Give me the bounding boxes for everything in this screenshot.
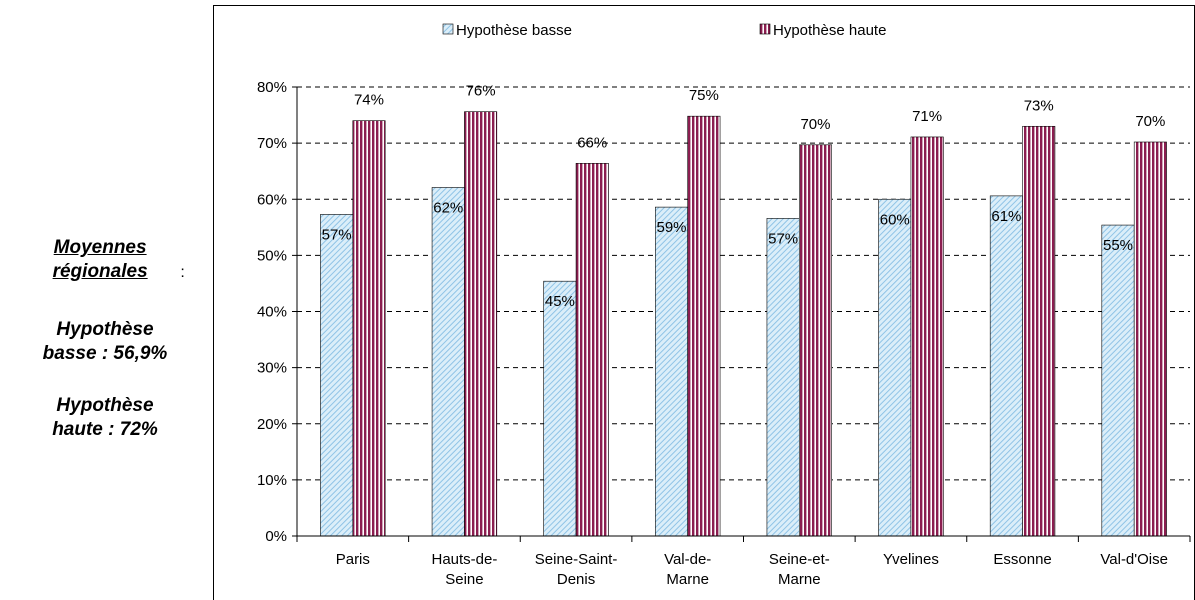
y-tick-label: 30% — [257, 360, 287, 377]
value-label: 57% — [322, 226, 352, 243]
bar — [687, 115, 721, 537]
x-tick-label: Seine-et-Marne — [769, 551, 830, 588]
bar — [1101, 224, 1135, 537]
value-label: 75% — [689, 87, 719, 104]
x-tick-label: Val-de-Marne — [664, 551, 711, 588]
value-label: 45% — [545, 293, 575, 310]
y-tick-label: 60% — [257, 191, 287, 208]
bar — [464, 111, 498, 537]
bar — [989, 195, 1023, 537]
legend-label: Hypothèse basse — [456, 22, 572, 39]
bar — [910, 136, 944, 537]
y-tick-label: 0% — [265, 528, 287, 545]
y-tick-label: 10% — [257, 472, 287, 489]
x-tick-label: Seine-Saint-Denis — [535, 551, 618, 588]
value-label: 71% — [912, 108, 942, 125]
heading-suffix: : — [180, 264, 185, 281]
value-label: 62% — [433, 199, 463, 216]
y-tick-label: 20% — [257, 416, 287, 433]
legend-swatch — [442, 23, 454, 35]
y-tick-label: 50% — [257, 247, 287, 264]
x-tick-label: Paris — [336, 551, 370, 568]
annotation-heading: Moyennes régionales : — [0, 236, 210, 285]
bar — [543, 280, 577, 537]
bar — [575, 163, 609, 537]
heading: Moyennes régionales — [52, 237, 148, 282]
value-label: 66% — [577, 134, 607, 151]
x-tick-label: Val-d'Oise — [1100, 551, 1168, 568]
bar — [1133, 141, 1167, 537]
bar — [799, 144, 832, 537]
value-label: 76% — [466, 83, 496, 100]
value-label: 70% — [1135, 113, 1165, 130]
bar — [878, 198, 912, 537]
x-tick-label: Essonne — [993, 551, 1051, 568]
y-tick-label: 70% — [257, 135, 287, 152]
value-label: 70% — [800, 116, 830, 133]
value-label: 60% — [880, 211, 910, 228]
bar — [352, 120, 386, 537]
annotation-high: Hypothèse haute : 72% — [52, 395, 158, 440]
value-label: 73% — [1024, 97, 1054, 114]
legend-label: Hypothèse haute — [773, 22, 886, 39]
value-label: 57% — [768, 230, 798, 247]
y-tick-label: 80% — [257, 79, 287, 96]
value-label: 55% — [1103, 237, 1133, 254]
annotation-low: Hypothèse basse : 56,9% — [42, 319, 168, 364]
x-tick-label: Hauts-de-Seine — [432, 551, 498, 588]
bar — [766, 218, 800, 537]
value-label: 74% — [354, 92, 384, 109]
value-label: 61% — [991, 208, 1021, 225]
bar — [320, 214, 354, 537]
y-tick-label: 40% — [257, 304, 287, 321]
x-tick-label: Yvelines — [883, 551, 939, 568]
bar — [655, 206, 688, 537]
value-label: 59% — [656, 219, 686, 236]
bar — [1022, 125, 1056, 537]
bar — [431, 187, 465, 537]
legend-swatch — [759, 23, 771, 35]
